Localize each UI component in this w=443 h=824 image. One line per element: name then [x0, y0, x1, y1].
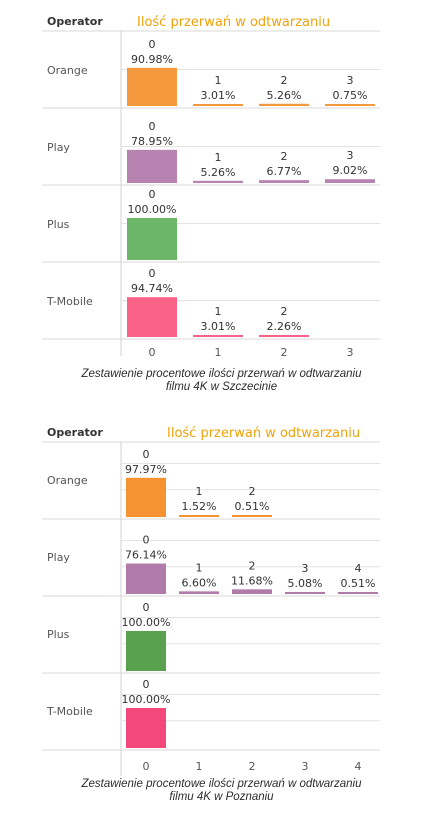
bar-t-mobile-2 [259, 335, 309, 337]
data-label-value: 6.77% [267, 165, 302, 178]
bar-orange-1 [179, 515, 219, 517]
data-label-value: 0.51% [341, 577, 376, 590]
data-label-value: 94.74% [131, 282, 173, 295]
data-label-value: 0.51% [235, 500, 270, 513]
bar-play-2 [232, 589, 272, 594]
data-label-value: 76.14% [125, 549, 167, 562]
chart-title: Ilość przerwań w odtwarzaniu [137, 15, 330, 30]
chart-poznan: Operator Ilość przerwań w odtwarzaniu Oran… [42, 426, 380, 776]
bar-plus-0 [126, 631, 166, 671]
bar-orange-0 [126, 477, 166, 517]
x-tick-label: 1 [215, 346, 222, 359]
data-label-category: 4 [355, 562, 362, 575]
data-label-category: 1 [196, 485, 203, 498]
data-label-value: 90.98% [131, 53, 173, 66]
column-header-operator: Operator [47, 426, 103, 439]
caption-poznan: Zestawienie procentowe ilości przerwań w… [0, 778, 443, 804]
bar-play-0 [127, 149, 177, 183]
bar-orange-2 [232, 515, 272, 517]
data-label-category: 0 [143, 601, 150, 614]
bar-play-3 [285, 591, 325, 594]
caption-szczecin: Zestawienie procentowe ilości przerwań w… [0, 368, 443, 394]
data-label-category: 0 [149, 120, 156, 133]
x-tick-label: 1 [196, 760, 203, 773]
data-label-category: 1 [215, 151, 222, 164]
data-label-category: 0 [149, 188, 156, 201]
x-tick-label: 0 [149, 346, 156, 359]
operator-label: Plus [47, 218, 70, 231]
bar-play-2 [259, 180, 309, 183]
caption-line: filmu 4K w Poznaniu [169, 791, 274, 803]
operator-label: Plus [47, 628, 70, 641]
operator-label: Orange [47, 474, 88, 487]
x-tick-label: 0 [143, 760, 150, 773]
data-label-category: 1 [215, 74, 222, 87]
bar-orange-0 [127, 67, 177, 106]
caption-line: filmu 4K w Szczecinie [165, 381, 278, 393]
caption-line: Zestawienie procentowe ilości przerwań w… [81, 778, 362, 790]
data-label-value: 3.01% [201, 89, 236, 102]
bar-play-1 [179, 591, 219, 594]
chart-title: Ilość przerwań w odtwarzaniu [167, 426, 360, 441]
operator-label: Play [47, 551, 70, 564]
data-label-value: 78.95% [131, 135, 173, 148]
bar-play-3 [325, 179, 375, 183]
bar-play-4 [338, 592, 378, 594]
column-header-operator: Operator [47, 15, 103, 28]
data-label-value: 5.26% [201, 166, 236, 179]
bar-t-mobile-0 [127, 297, 177, 337]
data-label-value: 3.01% [201, 320, 236, 333]
data-label-category: 3 [347, 149, 354, 162]
data-label-value: 1.52% [182, 500, 217, 513]
data-label-category: 2 [281, 74, 288, 87]
data-label-category: 1 [196, 561, 203, 574]
bar-orange-1 [193, 104, 243, 106]
data-label-category: 0 [149, 38, 156, 51]
caption-line: Zestawienie procentowe ilości przerwań w… [81, 368, 362, 380]
data-label-category: 2 [281, 305, 288, 318]
data-label-value: 100.00% [128, 203, 177, 216]
bar-plus-0 [127, 218, 177, 260]
data-label-category: 0 [149, 267, 156, 280]
bar-t-mobile-1 [193, 335, 243, 337]
x-tick-label: 2 [281, 346, 288, 359]
x-tick-label: 2 [249, 760, 256, 773]
data-label-value: 97.97% [125, 463, 167, 476]
data-label-value: 100.00% [122, 616, 171, 629]
bar-orange-2 [259, 103, 309, 106]
data-label-category: 0 [143, 534, 150, 547]
operator-label: T-Mobile [46, 295, 93, 308]
bar-orange-3 [325, 104, 375, 106]
operator-label: Play [47, 141, 70, 154]
x-tick-label: 3 [302, 760, 309, 773]
chart-szczecin: Operator Ilość przerwań w odtwarzaniu Oran… [42, 15, 380, 359]
data-label-category: 2 [249, 559, 256, 572]
data-label-category: 0 [143, 448, 150, 461]
bar-play-1 [193, 180, 243, 183]
data-label-category: 1 [215, 305, 222, 318]
data-label-value: 9.02% [333, 164, 368, 177]
x-tick-label: 4 [355, 760, 362, 773]
data-label-value: 100.00% [122, 693, 171, 706]
operator-label: T-Mobile [46, 705, 93, 718]
data-label-value: 11.68% [231, 574, 273, 587]
data-label-category: 2 [249, 485, 256, 498]
data-label-value: 5.26% [267, 89, 302, 102]
data-label-category: 2 [281, 150, 288, 163]
bar-play-0 [126, 563, 166, 594]
data-label-value: 6.60% [182, 576, 217, 589]
data-label-value: 0.75% [333, 89, 368, 102]
data-label-category: 3 [302, 562, 309, 575]
data-label-category: 3 [347, 74, 354, 87]
data-label-value: 5.08% [288, 577, 323, 590]
x-tick-label: 3 [347, 346, 354, 359]
data-label-category: 0 [143, 678, 150, 691]
data-label-value: 2.26% [267, 320, 302, 333]
bar-t-mobile-0 [126, 708, 166, 748]
operator-label: Orange [47, 64, 88, 77]
